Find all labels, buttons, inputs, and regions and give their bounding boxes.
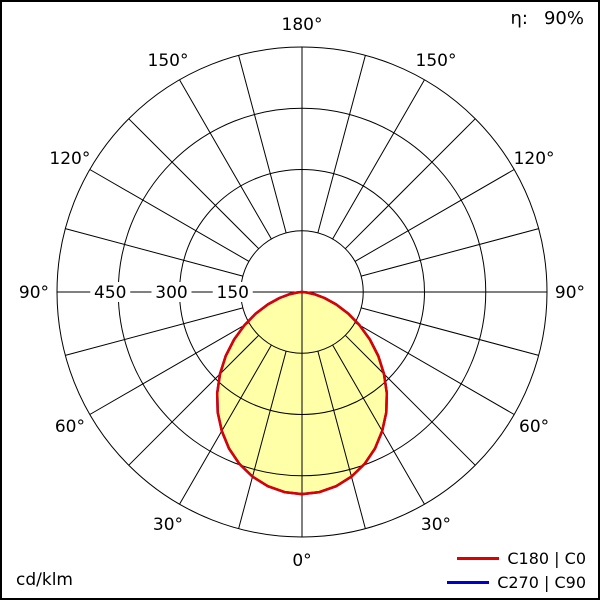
legend-label-c180-c0: C180 | C0 [507, 549, 586, 568]
grid-spoke [332, 79, 425, 240]
grid-spoke [128, 334, 260, 466]
efficiency-value: 90% [543, 8, 584, 29]
angle-label: 0° [292, 551, 311, 571]
grid-spoke [361, 307, 539, 356]
angle-label: 90° [555, 283, 585, 303]
grid-spoke [89, 322, 250, 415]
angle-label: 180° [282, 15, 323, 35]
legend-label-c270-c90: C270 | C90 [497, 573, 586, 592]
grid-spoke [128, 118, 260, 250]
efficiency-label: η: [510, 8, 528, 29]
ring-label: 150 [217, 283, 249, 303]
angle-label: 150° [148, 51, 189, 71]
ring-label: 450 [94, 283, 126, 303]
grid-spoke [65, 228, 243, 277]
grid-spoke [361, 228, 539, 277]
legend-item-c90: C270 | C90 [447, 573, 586, 592]
grid-spoke [238, 55, 287, 233]
grid-spoke [317, 55, 366, 233]
efficiency-readout: η: 90% [511, 8, 585, 29]
polar-grid [56, 46, 548, 538]
grid-spoke [65, 307, 243, 356]
angle-label: 60° [55, 417, 85, 437]
grid-spoke [179, 79, 272, 240]
angle-labels: 0° 30° 30° 60° 60° 90° 90° 120° 120° 150° 150° 180° [19, 15, 585, 571]
angle-label: 30° [421, 515, 451, 535]
grid-spoke [238, 351, 287, 529]
grid-spoke [354, 322, 515, 415]
grid-spoke [317, 351, 366, 529]
grid-spoke [179, 344, 272, 505]
ring-labels: 150 300 450 [90, 282, 253, 303]
legend-line-c270-c90 [447, 581, 490, 584]
legend-item-c0: C180 | C0 [447, 549, 586, 568]
angle-label: 60° [519, 417, 549, 437]
ring-label: 300 [155, 283, 187, 303]
angle-label: 120° [514, 149, 555, 169]
legend-line-c180-c0 [457, 557, 500, 560]
grid-spoke [344, 334, 476, 466]
grid-spoke [332, 344, 425, 505]
angle-label: 150° [416, 51, 457, 71]
grid-spoke [344, 118, 476, 250]
curve-c180-c0 [215, 290, 389, 496]
angle-label: 90° [19, 283, 49, 303]
angle-label: 30° [153, 515, 183, 535]
grid-spoke [89, 169, 250, 262]
legend: C180 | C0 C270 | C90 [447, 549, 586, 592]
angle-label: 120° [49, 149, 90, 169]
grid-spoke [354, 169, 515, 262]
unit-label: cd/klm [16, 570, 73, 590]
